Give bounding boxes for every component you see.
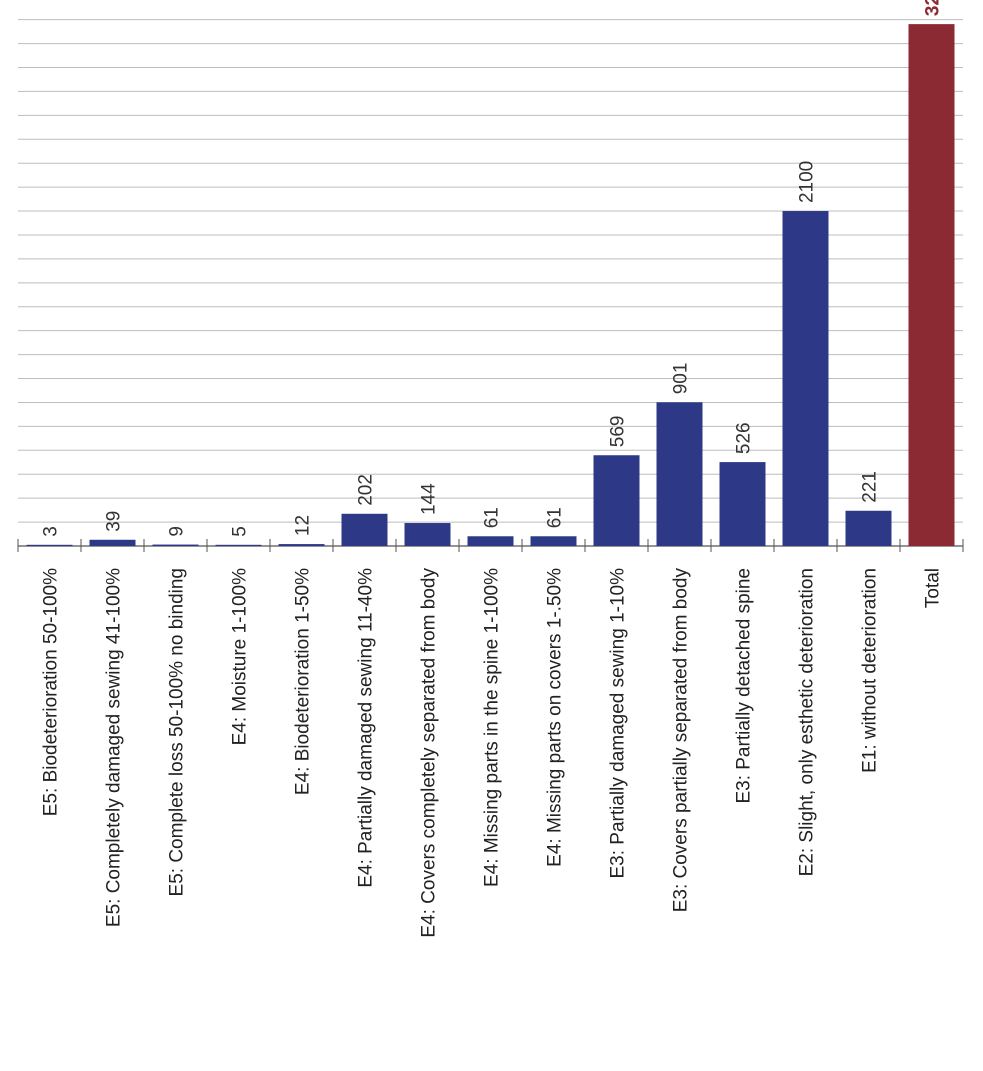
x-tick-label: E4: Missing parts on covers 1-.50% — [545, 568, 566, 867]
x-tick-label: E5: Completely damaged sewing 41-100% — [104, 568, 125, 927]
bar — [530, 536, 577, 546]
bar-value-label: 61 — [545, 507, 566, 528]
bar-value-label: 12 — [293, 515, 314, 536]
x-tick-label: E4: Missing parts in the spine 1-100% — [482, 568, 503, 887]
bar — [278, 544, 325, 546]
x-tick-label: E3: Covers partially separated from body — [671, 568, 692, 913]
bar — [215, 544, 262, 546]
bar — [89, 539, 136, 546]
x-tick-label: E4: Covers completely separated from bod… — [419, 568, 440, 938]
bar — [593, 455, 640, 546]
x-tick-label: E3: Partially damaged sewing 1-10% — [608, 568, 629, 879]
x-tick-label: E1: without deterioration — [860, 568, 881, 773]
bar-value-label: 144 — [419, 483, 440, 515]
bar — [341, 513, 388, 546]
bar — [719, 462, 766, 546]
bar-value-label: 569 — [608, 416, 629, 448]
bar — [404, 523, 451, 546]
bar-value-label: 901 — [671, 363, 692, 395]
bar-value-label: 202 — [356, 474, 377, 506]
bar-value-label: 3 — [41, 526, 62, 537]
bar-value-label: 39 — [104, 511, 125, 532]
x-tick-label: Total — [923, 568, 944, 608]
bar-value-label: 3272 — [923, 0, 944, 16]
x-tick-label: E4: Partially damaged sewing 11-40% — [356, 568, 377, 888]
x-tick-label: E4: Biodeterioration 1-50% — [293, 568, 314, 795]
bar-value-label: 61 — [482, 507, 503, 528]
bar-value-label: 2100 — [797, 161, 818, 203]
bar-value-label: 5 — [230, 526, 251, 537]
x-tick-label: E2: Slight, only esthetic deterioration — [797, 568, 818, 876]
x-tick-label: E5: Complete loss 50-100% no binding — [167, 568, 188, 896]
bar — [782, 211, 829, 547]
bar-value-label: 9 — [167, 526, 188, 537]
bar — [152, 544, 199, 546]
bar — [467, 536, 514, 546]
total-bar — [908, 24, 955, 546]
bar — [845, 510, 892, 546]
bar-value-label: 221 — [860, 471, 881, 503]
bar-value-label: 526 — [734, 422, 755, 454]
bar — [26, 544, 73, 546]
x-tick-label: E3: Partially detached spine — [734, 568, 755, 804]
x-tick-label: E4: Moisture 1-100% — [230, 568, 251, 746]
bar — [656, 402, 703, 546]
x-tick-label: E5: Biodeterioration 50-100% — [41, 568, 62, 816]
